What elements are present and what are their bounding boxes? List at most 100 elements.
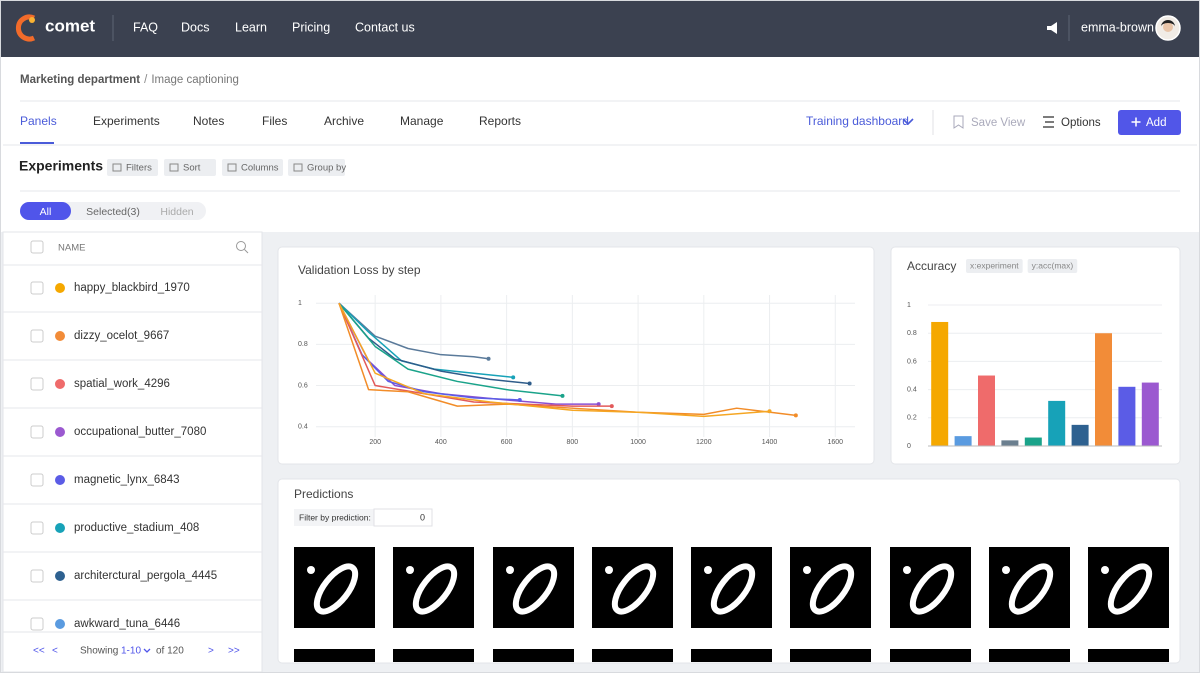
prediction-image[interactable] xyxy=(393,547,474,628)
pagination-range[interactable]: 1-10 xyxy=(121,646,141,657)
experiment-name[interactable]: happy_blackbird_1970 xyxy=(74,282,190,294)
checkbox[interactable] xyxy=(30,240,44,254)
segment-active xyxy=(20,202,71,220)
segment[interactable]: Selected(3) xyxy=(86,206,140,218)
chart-title: Accuracy xyxy=(907,259,956,273)
prediction-image[interactable] xyxy=(691,649,772,662)
bar xyxy=(1118,386,1136,446)
y-tick-label: 0.8 xyxy=(907,330,917,337)
digit-dot xyxy=(803,566,811,574)
digit-stroke xyxy=(710,563,756,615)
plus-icon xyxy=(1131,117,1141,127)
tab[interactable]: Manage xyxy=(400,114,444,128)
nav-link[interactable]: Contact us xyxy=(355,20,415,34)
toolbar-button[interactable] xyxy=(288,159,345,176)
toolbar-button[interactable] xyxy=(164,159,216,176)
digit-stroke xyxy=(512,563,558,615)
prediction-image[interactable] xyxy=(592,649,673,662)
experiment-name[interactable]: architerctural_pergola_4445 xyxy=(74,570,217,582)
toolbar-button[interactable] xyxy=(222,159,283,176)
checkbox[interactable] xyxy=(30,473,44,487)
prediction-image[interactable] xyxy=(493,547,574,628)
loss-line xyxy=(338,302,489,360)
digit-stroke xyxy=(809,563,855,615)
y-tick-label: 0.2 xyxy=(907,415,917,422)
digit-dot xyxy=(1002,566,1010,574)
experiment-name[interactable]: spatial_work_4296 xyxy=(74,378,170,390)
experiment-color xyxy=(55,523,65,533)
prediction-image[interactable] xyxy=(790,547,871,628)
line-end-point xyxy=(511,375,516,380)
segment[interactable]: Hidden xyxy=(160,206,193,218)
prediction-image[interactable] xyxy=(691,547,772,628)
x-tick-label: 800 xyxy=(567,439,579,446)
nav-link[interactable]: Learn xyxy=(235,20,267,34)
filter-input[interactable] xyxy=(373,508,433,527)
prediction-image[interactable] xyxy=(294,649,375,662)
pagination-last[interactable]: >> xyxy=(228,646,240,657)
chart-title: Validation Loss by step xyxy=(298,263,421,277)
tab-underline xyxy=(20,142,54,144)
prediction-image[interactable] xyxy=(1088,547,1169,628)
toolbar-label: Group by xyxy=(307,163,346,174)
tab[interactable]: Panels xyxy=(20,114,57,128)
pagination-prev[interactable]: < xyxy=(52,646,58,657)
prediction-image[interactable] xyxy=(393,649,474,662)
tab[interactable]: Reports xyxy=(479,114,521,128)
y-tick-label: 1 xyxy=(907,302,911,309)
checkbox[interactable] xyxy=(30,569,44,583)
digit-dot xyxy=(506,566,514,574)
experiment-name[interactable]: dizzy_ocelot_9667 xyxy=(74,330,169,342)
experiment-name[interactable]: productive_stadium_408 xyxy=(74,522,199,534)
nav-link[interactable]: FAQ xyxy=(133,20,158,34)
chart-card xyxy=(277,246,875,465)
tab[interactable]: Archive xyxy=(324,114,364,128)
tab[interactable]: Notes xyxy=(193,114,224,128)
pagination-first[interactable]: << xyxy=(33,646,45,657)
prediction-image[interactable] xyxy=(1088,649,1169,662)
prediction-image[interactable] xyxy=(592,547,673,628)
nav-link[interactable]: Docs xyxy=(181,20,209,34)
y-tick-label: 0.4 xyxy=(298,424,308,431)
prediction-image[interactable] xyxy=(989,547,1070,628)
prediction-image[interactable] xyxy=(493,649,574,662)
breadcrumb-project[interactable]: Marketing department xyxy=(20,74,140,86)
checkbox[interactable] xyxy=(30,425,44,439)
prediction-image[interactable] xyxy=(790,649,871,662)
prediction-image[interactable] xyxy=(890,649,971,662)
line-end-point xyxy=(596,402,601,407)
toolbar-button[interactable] xyxy=(107,159,158,176)
bookmark-icon xyxy=(953,115,964,129)
announce-icon[interactable] xyxy=(1047,22,1057,34)
prediction-image[interactable] xyxy=(294,547,375,628)
toolbar-label: Filters xyxy=(126,163,152,174)
search-icon[interactable] xyxy=(236,241,246,251)
segment[interactable]: All xyxy=(40,206,52,218)
prediction-image[interactable] xyxy=(989,649,1070,662)
experiment-name[interactable]: occupational_butter_7080 xyxy=(74,426,206,438)
user-name[interactable]: emma-brown xyxy=(1081,20,1154,34)
save-view[interactable]: Save View xyxy=(971,117,1026,129)
column-header: NAME xyxy=(58,243,85,254)
experiment-name[interactable]: magnetic_lynx_6843 xyxy=(74,474,180,486)
digit-stroke xyxy=(313,563,359,615)
pagination-next[interactable]: > xyxy=(208,646,214,657)
checkbox[interactable] xyxy=(30,377,44,391)
checkbox[interactable] xyxy=(30,281,44,295)
nav-link[interactable]: Pricing xyxy=(292,20,330,34)
tab[interactable]: Files xyxy=(262,114,287,128)
prediction-image[interactable] xyxy=(890,547,971,628)
checkbox[interactable] xyxy=(30,617,44,631)
x-tick-label: 1200 xyxy=(696,439,712,446)
tab[interactable]: Experiments xyxy=(93,114,160,128)
experiment-name[interactable]: awkward_tuna_6446 xyxy=(74,618,180,630)
options[interactable]: Options xyxy=(1061,117,1101,129)
view-select[interactable]: Training dashboard xyxy=(806,114,909,128)
checkbox[interactable] xyxy=(30,521,44,535)
checkbox[interactable] xyxy=(30,329,44,343)
add-button[interactable] xyxy=(1118,110,1181,135)
breadcrumb-separator: / xyxy=(144,74,148,86)
line-end-point xyxy=(527,381,532,386)
